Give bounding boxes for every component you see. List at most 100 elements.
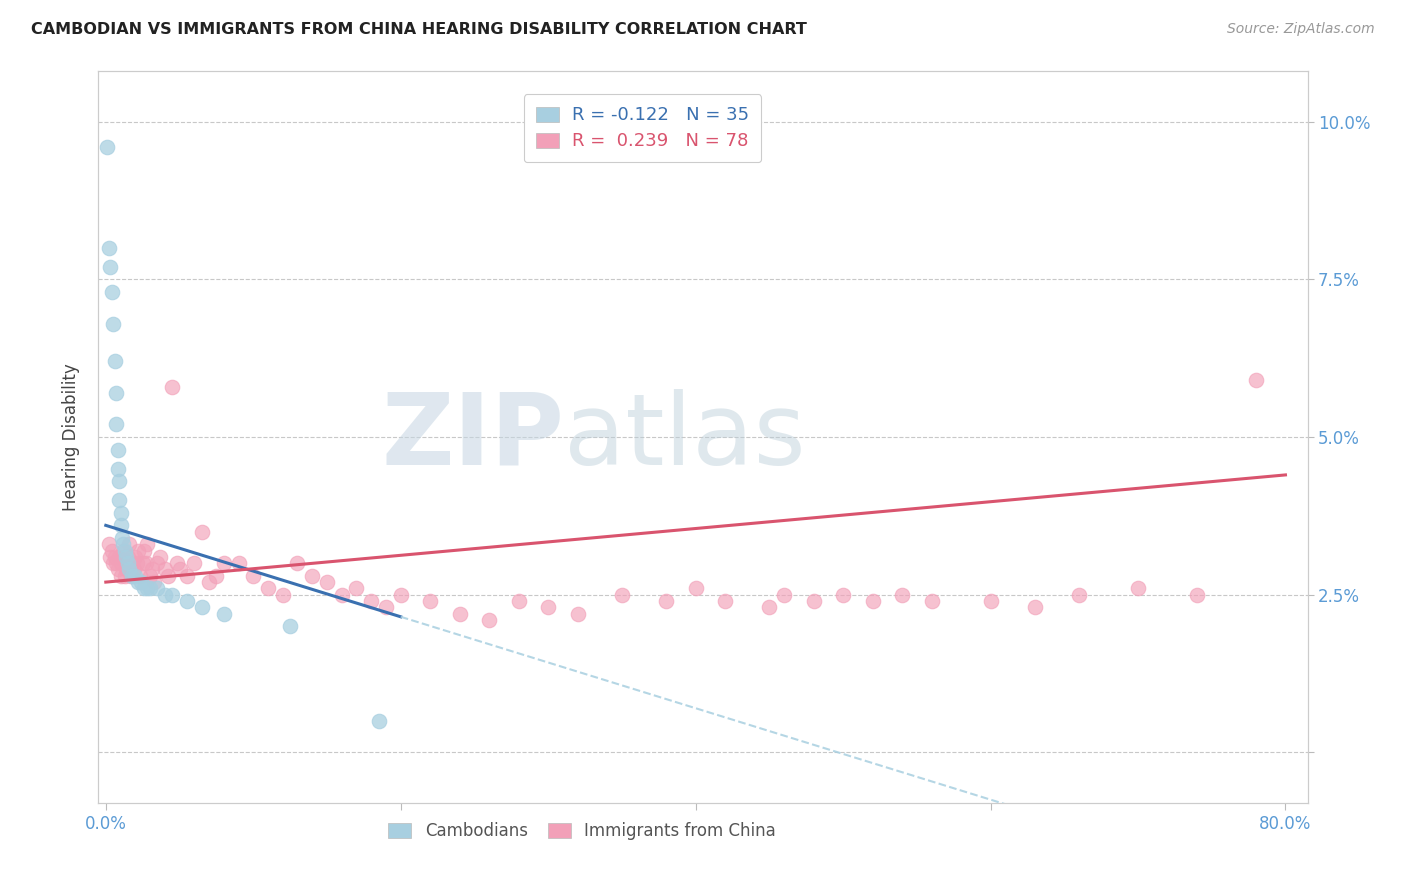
- Point: [176, 569, 198, 583]
- Point: [111, 531, 134, 545]
- Point: [100, 543, 122, 558]
- Point: [117, 549, 139, 564]
- Point: [449, 607, 471, 621]
- Point: [1024, 600, 1046, 615]
- Point: [134, 582, 156, 596]
- Point: [156, 569, 179, 583]
- Point: [101, 556, 124, 570]
- Point: [115, 562, 138, 576]
- Text: atlas: atlas: [564, 389, 806, 485]
- Point: [114, 569, 136, 583]
- Point: [478, 613, 501, 627]
- Point: [107, 461, 129, 475]
- Point: [166, 556, 188, 570]
- Point: [508, 594, 530, 608]
- Point: [832, 588, 855, 602]
- Point: [685, 582, 707, 596]
- Point: [803, 594, 825, 608]
- Legend: Cambodians, Immigrants from China: Cambodians, Immigrants from China: [381, 816, 783, 847]
- Point: [136, 537, 159, 551]
- Point: [758, 600, 780, 615]
- Point: [1126, 582, 1149, 596]
- Point: [97, 241, 120, 255]
- Point: [655, 594, 678, 608]
- Point: [212, 607, 235, 621]
- Point: [127, 543, 149, 558]
- Point: [143, 575, 166, 590]
- Point: [862, 594, 884, 608]
- Point: [330, 588, 353, 602]
- Point: [360, 594, 382, 608]
- Point: [419, 594, 441, 608]
- Point: [160, 588, 183, 602]
- Point: [110, 518, 132, 533]
- Text: ZIP: ZIP: [381, 389, 564, 485]
- Point: [205, 569, 228, 583]
- Point: [125, 556, 148, 570]
- Point: [301, 569, 323, 583]
- Point: [129, 575, 152, 590]
- Point: [389, 588, 412, 602]
- Point: [149, 549, 172, 564]
- Point: [183, 556, 205, 570]
- Point: [141, 562, 163, 576]
- Point: [537, 600, 560, 615]
- Point: [98, 549, 121, 564]
- Point: [112, 543, 135, 558]
- Point: [891, 588, 914, 602]
- Point: [107, 442, 129, 457]
- Point: [160, 379, 183, 393]
- Point: [228, 556, 250, 570]
- Point: [110, 556, 132, 570]
- Point: [118, 562, 141, 576]
- Point: [610, 588, 633, 602]
- Point: [112, 537, 135, 551]
- Point: [190, 600, 212, 615]
- Point: [121, 556, 143, 570]
- Point: [176, 594, 198, 608]
- Point: [287, 556, 309, 570]
- Point: [1244, 373, 1267, 387]
- Point: [139, 582, 162, 596]
- Point: [316, 575, 339, 590]
- Point: [124, 569, 146, 583]
- Point: [96, 140, 118, 154]
- Point: [139, 569, 162, 583]
- Point: [980, 594, 1002, 608]
- Point: [169, 562, 191, 576]
- Point: [104, 549, 127, 564]
- Point: [124, 549, 146, 564]
- Point: [567, 607, 589, 621]
- Point: [153, 562, 176, 576]
- Point: [242, 569, 264, 583]
- Point: [198, 575, 221, 590]
- Point: [127, 575, 149, 590]
- Point: [190, 524, 212, 539]
- Point: [136, 582, 159, 596]
- Point: [104, 354, 127, 368]
- Point: [135, 556, 157, 570]
- Point: [278, 619, 301, 633]
- Point: [105, 386, 128, 401]
- Point: [134, 543, 156, 558]
- Point: [122, 562, 145, 576]
- Point: [101, 317, 124, 331]
- Point: [346, 582, 368, 596]
- Point: [105, 556, 128, 570]
- Point: [271, 588, 294, 602]
- Point: [117, 556, 139, 570]
- Point: [128, 569, 150, 583]
- Point: [153, 588, 176, 602]
- Point: [107, 562, 129, 576]
- Text: Source: ZipAtlas.com: Source: ZipAtlas.com: [1227, 22, 1375, 37]
- Point: [146, 556, 169, 570]
- Point: [714, 594, 737, 608]
- Point: [1185, 588, 1208, 602]
- Point: [108, 549, 131, 564]
- Point: [1067, 588, 1090, 602]
- Point: [111, 549, 134, 564]
- Point: [212, 556, 235, 570]
- Point: [120, 569, 142, 583]
- Point: [114, 543, 136, 558]
- Point: [121, 569, 143, 583]
